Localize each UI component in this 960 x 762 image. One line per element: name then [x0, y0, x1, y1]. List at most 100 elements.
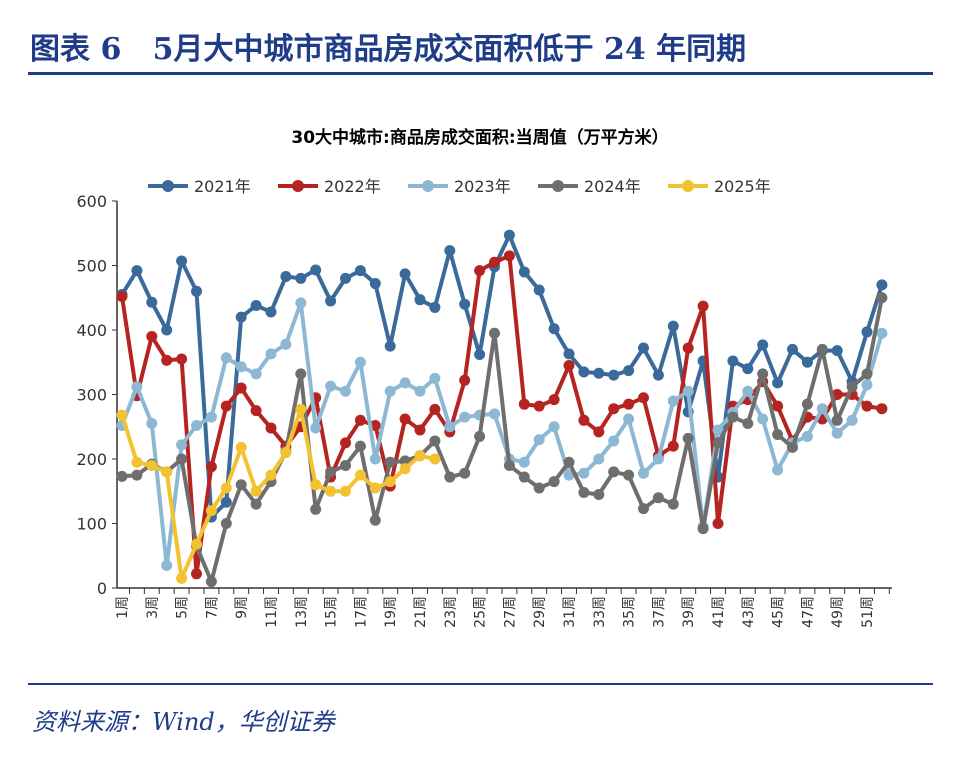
data-point: [831, 389, 843, 400]
data-point: [369, 482, 381, 494]
x-tick-label: 45周: [771, 596, 787, 628]
data-point: [280, 270, 292, 282]
y-tick-label: 100: [76, 515, 107, 534]
data-point: [623, 413, 635, 425]
legend-marker: [162, 180, 174, 192]
data-point: [727, 355, 739, 367]
data-point: [146, 418, 158, 430]
data-point: [325, 295, 337, 307]
data-point: [801, 398, 813, 410]
data-point: [667, 440, 679, 452]
data-point: [161, 324, 173, 336]
chart-title: 30大中城市:商品房成交面积:当周值（万平方米）: [291, 127, 668, 148]
data-point: [354, 414, 366, 426]
data-point: [667, 498, 679, 510]
data-point: [518, 456, 530, 468]
data-point: [131, 265, 143, 277]
data-point: [310, 264, 322, 276]
legend-marker: [292, 180, 304, 192]
data-point: [131, 456, 143, 468]
data-point: [354, 265, 366, 277]
line-chart: 30大中城市:商品房成交面积:当周值（万平方米） 2021年 2022年 2023年 2…: [76, 127, 892, 628]
data-point: [250, 498, 262, 510]
data-point: [876, 292, 888, 304]
data-point: [548, 394, 560, 406]
y-tick-label: 0: [97, 579, 107, 598]
x-tick-label: 9周: [234, 596, 250, 619]
data-point: [474, 265, 486, 277]
data-point: [578, 366, 590, 378]
data-point: [518, 471, 530, 483]
data-point: [489, 408, 500, 420]
data-point: [712, 437, 724, 449]
data-point: [295, 272, 307, 284]
data-point: [563, 359, 575, 371]
series-line-2024年: [121, 297, 884, 584]
data-point: [444, 471, 456, 483]
data-point: [250, 485, 262, 497]
data-point: [444, 245, 456, 257]
data-point: [816, 343, 828, 355]
data-point: [757, 413, 769, 425]
series-line-2022年: [120, 253, 883, 576]
data-point: [429, 403, 441, 415]
data-point: [220, 518, 232, 529]
data-point: [861, 400, 873, 412]
data-point: [220, 352, 232, 364]
data-point: [310, 503, 322, 515]
data-point: [116, 409, 128, 421]
data-point: [414, 424, 426, 436]
data-point: [876, 279, 888, 291]
y-tick-label: 600: [76, 192, 107, 211]
y-tick-label: 300: [76, 386, 107, 405]
data-point: [191, 419, 202, 431]
x-tick-label: 47周: [800, 596, 816, 628]
data-point: [846, 381, 858, 393]
legend-label: 2023年: [454, 177, 511, 196]
data-point: [474, 430, 486, 442]
data-point: [176, 255, 188, 267]
data-point: [489, 256, 500, 268]
data-point: [429, 372, 441, 384]
data-point: [340, 437, 351, 449]
x-tick-label: 31周: [562, 596, 578, 628]
data-point: [772, 464, 784, 476]
data-point: [161, 559, 173, 571]
data-point: [399, 463, 411, 475]
data-point: [459, 298, 471, 310]
data-point: [191, 285, 202, 297]
data-point: [369, 514, 381, 526]
data-point: [191, 568, 202, 580]
data-point: [429, 453, 441, 465]
data-point: [250, 368, 262, 380]
data-point: [548, 323, 560, 335]
data-point: [712, 518, 724, 529]
data-point: [787, 441, 798, 453]
data-point: [861, 379, 873, 391]
data-point: [399, 413, 411, 425]
data-point: [772, 428, 784, 440]
data-point: [325, 380, 337, 392]
data-point: [235, 382, 247, 394]
data-point: [742, 363, 754, 375]
legend-marker: [682, 180, 694, 192]
data-point: [682, 385, 694, 397]
data-point: [638, 392, 649, 404]
data-point: [369, 278, 381, 290]
data-point: [265, 422, 277, 434]
data-point: [176, 439, 188, 451]
data-point: [608, 369, 620, 381]
data-point: [518, 398, 530, 410]
data-point: [414, 294, 426, 306]
data-point: [563, 348, 575, 360]
data-point: [801, 356, 813, 368]
data-point: [280, 338, 292, 350]
data-point: [250, 299, 262, 311]
data-point: [772, 400, 784, 412]
data-point: [533, 400, 545, 412]
data-point: [414, 385, 426, 397]
x-tick-label: 25周: [473, 596, 489, 628]
data-point: [295, 297, 307, 309]
data-point: [593, 453, 605, 465]
x-tick-label: 41周: [711, 596, 727, 628]
